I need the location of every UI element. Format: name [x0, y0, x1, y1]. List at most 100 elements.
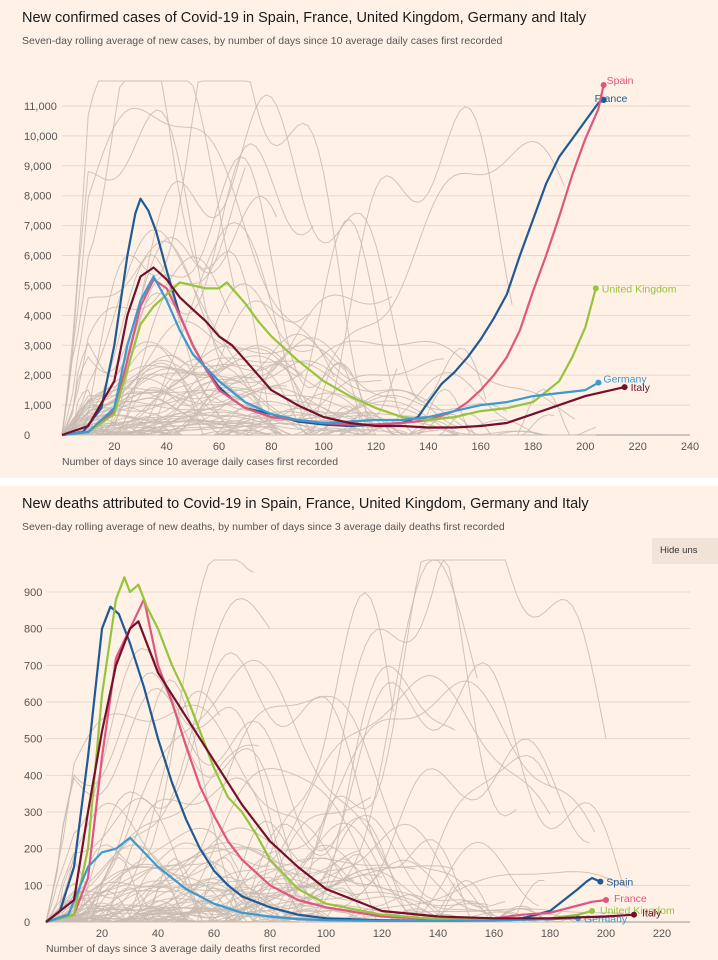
y-tick-label: 300 — [24, 807, 42, 819]
y-tick-label: 200 — [24, 844, 42, 856]
other-country-line — [61, 422, 256, 436]
y-tick-label: 1,000 — [24, 400, 52, 412]
x-tick-label: 140 — [419, 441, 437, 453]
x-tick-label: 100 — [317, 928, 335, 940]
other-country-line — [61, 107, 335, 436]
hide-unselected-button[interactable]: Hide uns — [652, 538, 718, 564]
other-country-line — [46, 680, 596, 923]
series-label-united-kingdom: United Kingdom — [600, 905, 675, 917]
series-end-dot-spain — [597, 878, 604, 885]
y-tick-label: 900 — [24, 587, 42, 599]
x-tick-label: 60 — [213, 441, 225, 453]
other-countries-lines — [45, 559, 629, 923]
series-line-germany — [61, 275, 599, 437]
cases-chart-panel: New confirmed cases of Covid-19 in Spain… — [22, 10, 700, 468]
y-tick-label: 11,000 — [24, 101, 57, 113]
y-tick-label: 600 — [24, 697, 42, 709]
series-line-france — [45, 598, 607, 924]
series-end-dot-spain — [600, 96, 607, 103]
other-country-line — [45, 690, 221, 923]
x-tick-label: 40 — [152, 928, 164, 940]
series-end-dot-united-kingdom — [592, 285, 599, 292]
other-country-line — [61, 360, 596, 436]
series-label-spain: Spain — [606, 877, 633, 889]
x-tick-label: 180 — [541, 928, 559, 940]
y-tick-label: 9,000 — [24, 161, 52, 173]
y-tick-label: 400 — [24, 770, 42, 782]
other-country-line — [61, 401, 251, 436]
series-end-dot-italy — [631, 911, 637, 918]
y-tick-label: 8,000 — [24, 191, 52, 203]
other-country-line — [45, 847, 271, 923]
y-tick-label: 0 — [24, 430, 30, 442]
other-country-line — [45, 652, 545, 923]
x-tick-label: 180 — [524, 441, 542, 453]
x-tick-label: 160 — [471, 441, 489, 453]
y-tick-label: 10,000 — [24, 131, 58, 143]
x-tick-label: 160 — [485, 928, 503, 940]
series-label-germany: Germany — [603, 374, 647, 386]
series-line-united-kingdom — [61, 281, 597, 437]
y-tick-label: 0 — [24, 917, 30, 929]
other-country-line — [61, 357, 434, 436]
deaths-chart-subtitle: Seven-day rolling average of new deaths,… — [22, 521, 505, 533]
series-line-italy — [61, 266, 625, 437]
x-tick-label: 100 — [314, 441, 332, 453]
other-country-line — [61, 143, 314, 436]
other-country-line — [61, 294, 392, 436]
other-country-line — [61, 391, 256, 436]
y-tick-label: 6,000 — [24, 251, 52, 263]
other-country-line — [45, 885, 315, 923]
series-label-france: France — [614, 893, 647, 905]
other-country-line — [46, 755, 551, 923]
series-end-dot-france — [603, 897, 609, 903]
other-country-line — [45, 704, 534, 923]
other-country-line — [61, 80, 398, 436]
other-country-line — [61, 109, 225, 436]
x-tick-label: 140 — [429, 928, 447, 940]
series-line-germany — [45, 836, 579, 924]
other-country-line — [45, 687, 456, 923]
x-tick-label: 20 — [108, 441, 120, 453]
y-tick-label: 4,000 — [24, 310, 52, 322]
other-country-line — [61, 344, 345, 436]
other-country-line — [61, 256, 230, 436]
y-tick-label: 3,000 — [24, 340, 52, 352]
x-tick-label: 240 — [681, 441, 699, 453]
other-country-line — [46, 559, 478, 923]
other-country-line — [45, 647, 394, 923]
cases-chart-subtitle: Seven-day rolling average of new cases, … — [22, 35, 503, 47]
series-end-dot-united-kingdom — [589, 908, 595, 914]
series-line-italy — [45, 620, 635, 923]
x-tick-label: 20 — [96, 928, 108, 940]
x-axis-label: Number of days since 10 average daily ca… — [62, 456, 338, 468]
other-country-line — [61, 156, 596, 436]
other-country-line — [61, 80, 392, 436]
series-label-italy: Italy — [642, 908, 662, 920]
other-country-line — [62, 140, 565, 436]
y-tick-label: 5,000 — [24, 280, 52, 292]
cases-chart-title: New confirmed cases of Covid-19 in Spain… — [22, 10, 587, 26]
other-country-line — [45, 672, 534, 923]
other-country-line — [61, 195, 278, 436]
y-tick-label: 500 — [24, 734, 42, 746]
series-end-dot-italy — [621, 384, 628, 391]
y-tick-label: 700 — [24, 660, 42, 672]
series-end-dot-france — [600, 82, 607, 89]
other-country-line — [62, 337, 397, 436]
deaths-chart-svg: 0 100 200 300 400 500 600 700 800 900 20 40 60 80 100 1… — [24, 559, 690, 955]
x-tick-label: 120 — [367, 441, 385, 453]
x-tick-label: 200 — [576, 441, 594, 453]
other-countries-lines — [61, 80, 596, 436]
series-label-united-kingdom: United Kingdom — [602, 283, 677, 295]
y-tick-label: 7,000 — [24, 221, 52, 233]
series-label-italy: Italy — [631, 382, 651, 394]
series-label-spain: France — [595, 93, 628, 105]
y-tick-label: 800 — [24, 624, 42, 636]
y-tick-label: 100 — [24, 880, 42, 892]
x-tick-label: 80 — [265, 441, 277, 453]
series-label-france: Spain — [607, 75, 634, 87]
deaths-chart-panel: New deaths attributed to Covid-19 in Spa… — [0, 486, 718, 960]
x-tick-label: 200 — [597, 928, 615, 940]
other-country-line — [46, 885, 360, 923]
